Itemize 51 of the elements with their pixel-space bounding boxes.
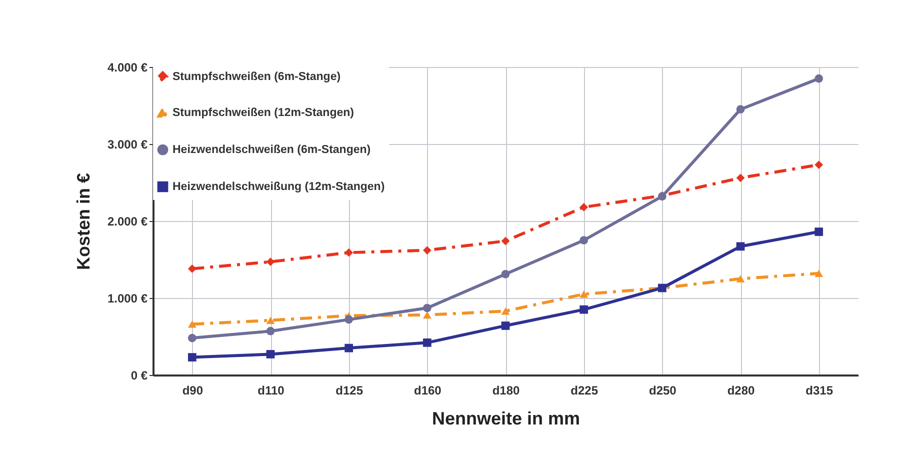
x-tick-label: d225: [570, 384, 598, 398]
x-tick-label: d250: [648, 384, 677, 398]
y-axis-title: Kosten in €: [73, 172, 94, 270]
point: [736, 174, 745, 182]
point: [344, 315, 354, 324]
y-tick-label: 4.000 €: [107, 60, 148, 74]
x-tick-label: d90: [182, 384, 204, 398]
x-tick-label: d160: [414, 384, 442, 398]
point: [501, 236, 510, 246]
y-tick-label: 2.000 €: [107, 214, 148, 228]
y-tick-label: 1.000 €: [107, 292, 148, 306]
x-axis-title: Nennweite in mm: [432, 408, 580, 428]
point: [422, 311, 432, 319]
y-tick-label: 0 €: [130, 368, 148, 382]
y-tick-label: 3.000 €: [107, 138, 148, 152]
point: [501, 270, 510, 278]
point: [736, 105, 745, 114]
point: [814, 74, 824, 83]
point: [814, 160, 824, 169]
point: [814, 228, 824, 236]
point: [188, 334, 196, 342]
point: [580, 202, 588, 212]
point: [188, 320, 196, 328]
point: [580, 305, 588, 314]
point: [266, 316, 275, 324]
point: [188, 264, 196, 273]
legend-label: Heizwendelschweißung (12m-Stangen): [172, 180, 385, 193]
point: [422, 304, 432, 312]
point: [736, 275, 745, 282]
point: [501, 307, 510, 315]
point: [266, 258, 275, 266]
x-tick-label: d315: [806, 384, 834, 398]
point: [344, 344, 354, 352]
point: [344, 248, 354, 257]
legend-label: Stumpfschweißen (12m-Stangen): [172, 106, 354, 119]
point: [814, 270, 824, 277]
point: [580, 290, 588, 298]
legend-label: Stumpfschweißen (6m-Stange): [172, 70, 341, 83]
x-tick-label: d180: [492, 384, 520, 398]
point: [266, 326, 275, 336]
x-tick-label: d280: [727, 384, 755, 398]
point: [580, 236, 588, 244]
x-tick-label: d125: [336, 384, 364, 398]
point: [501, 322, 510, 330]
point: [736, 242, 745, 251]
point: [422, 338, 432, 347]
legend-label: Heizwendelschweißen (6m-Stangen): [172, 144, 371, 156]
point: [422, 246, 432, 254]
point: [266, 350, 275, 358]
point: [188, 353, 196, 362]
x-tick-label: d110: [258, 384, 285, 398]
